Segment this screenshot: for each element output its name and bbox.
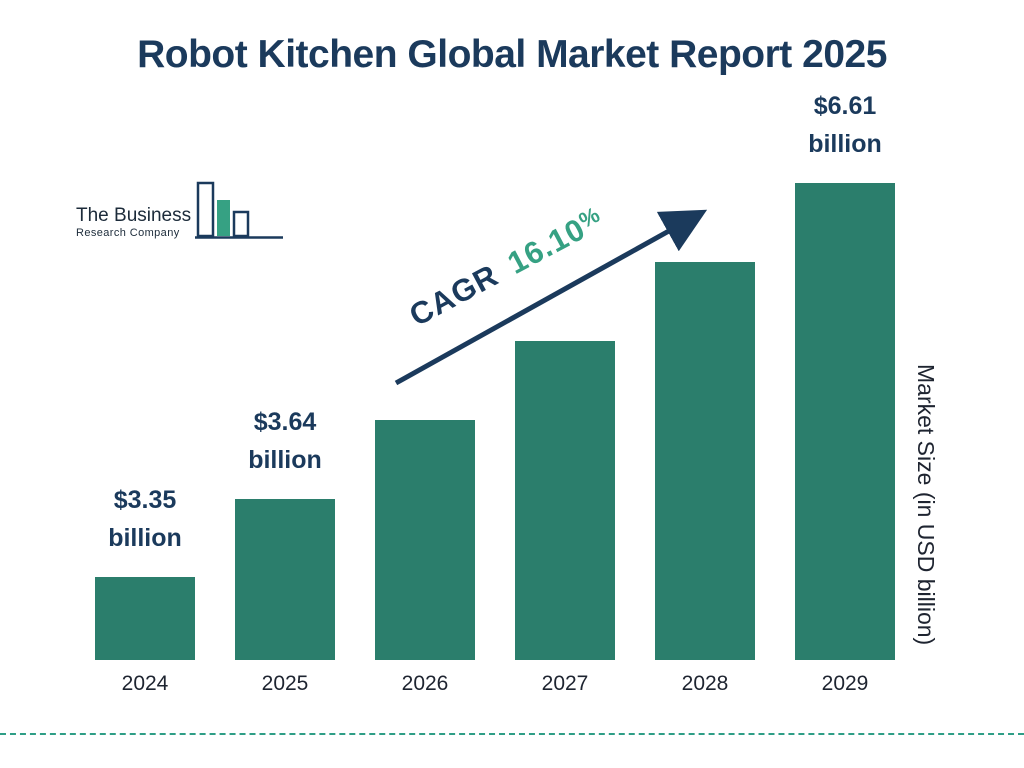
bar-chart-logo-icon <box>195 181 284 239</box>
bar-2026 <box>375 420 475 660</box>
bar-column-2027: 2027 <box>515 95 615 695</box>
bar-2025 <box>235 499 335 660</box>
company-logo: The Business Research Company <box>76 180 284 242</box>
bar-2029 <box>795 183 895 660</box>
bar-value-label-2025: $3.64 billion <box>248 408 322 474</box>
bar-2024 <box>95 577 195 660</box>
bar-2027 <box>515 341 615 660</box>
page-title: Robot Kitchen Global Market Report 2025 <box>137 33 887 76</box>
x-axis-label-2024: 2024 <box>121 672 169 695</box>
x-axis-label-2025: 2025 <box>261 672 309 695</box>
bar-column-2024: $3.35 billion 2024 <box>95 95 195 695</box>
bar-column-2028: 2028 <box>655 95 755 695</box>
bar-chart: $3.35 billion 2024 $3.64 billion 2025 2026 2027… <box>95 92 895 695</box>
x-axis-label-2027: 2027 <box>541 672 589 695</box>
bar-column-2026: 2026 <box>375 95 475 695</box>
y-axis-label: Market Size (in USD billion) <box>913 364 939 646</box>
logo-name-line2: Research Company <box>76 227 180 239</box>
bar-2028 <box>655 262 755 660</box>
bar-column-2025: $3.64 billion 2025 <box>235 95 335 695</box>
x-axis-label-2029: 2029 <box>821 672 869 695</box>
bar-value-label-2024: $3.35 billion <box>108 486 182 552</box>
bar-value-label-2029: $6.61 billion <box>808 92 882 158</box>
company-logo-text: The Business Research Company <box>76 205 191 242</box>
x-axis-label-2028: 2028 <box>681 672 729 695</box>
x-axis-label-2026: 2026 <box>401 672 449 695</box>
logo-name-line1: The Business <box>76 205 192 226</box>
bar-column-2029: $6.61 billion 2029 <box>795 92 895 695</box>
bottom-dashed-line <box>0 733 1024 735</box>
